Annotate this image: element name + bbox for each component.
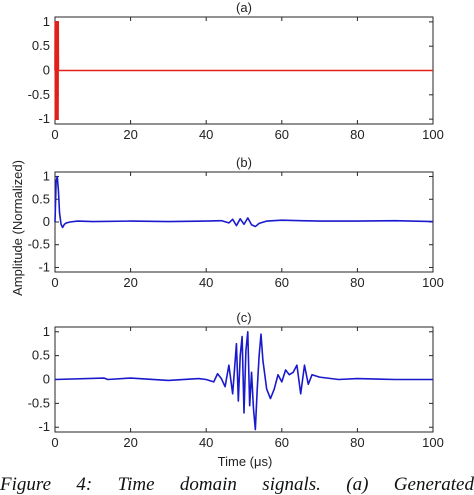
- x-tick-label: 20: [123, 127, 137, 142]
- y-tick-label: 0.5: [32, 348, 50, 363]
- y-tick-label: 0.5: [32, 191, 50, 206]
- x-tick-label: 80: [350, 435, 364, 450]
- y-tick-label: 1: [43, 324, 50, 339]
- x-tick-label: 20: [123, 435, 137, 450]
- y-tick-label: -1: [38, 419, 50, 434]
- y-tick-label: -1: [38, 111, 50, 126]
- x-tick-label: 60: [275, 275, 289, 290]
- x-tick-label: 80: [350, 127, 364, 142]
- y-tick-label: -1: [38, 259, 50, 274]
- y-tick-label: 0.5: [32, 38, 50, 53]
- y-tick-label: -0.5: [28, 395, 50, 410]
- panel-title: (b): [236, 155, 252, 170]
- signal-line: [54, 175, 434, 229]
- x-tick-label: 0: [51, 127, 58, 142]
- figure: Amplitude (Normalized) Time (μs) (a) 0 20 4…: [10, 0, 444, 469]
- y-tick-label: 0: [43, 63, 50, 78]
- x-axis-label: Time (μs): [218, 454, 273, 469]
- panel-title: (c): [236, 310, 251, 325]
- y-axis-label: Amplitude (Normalized): [10, 160, 25, 296]
- x-tick-label: 20: [123, 275, 137, 290]
- x-tick-label: 40: [199, 275, 213, 290]
- x-tick-label: 0: [51, 435, 58, 450]
- y-tick-label: 0: [43, 214, 50, 229]
- y-tick-label: 1: [43, 14, 50, 29]
- x-tick-label: 40: [199, 435, 213, 450]
- signal-line: [54, 330, 433, 431]
- panel-title: (a): [236, 0, 252, 15]
- signal-line: [54, 21, 433, 120]
- x-tick-label: 100: [422, 275, 444, 290]
- y-tick-label: 0: [43, 372, 50, 387]
- figure-caption: Figure 4: Time domain signals. (a) Gener…: [0, 474, 474, 495]
- x-tick-label: 100: [422, 127, 444, 142]
- y-tick-label: -0.5: [28, 237, 50, 252]
- x-tick-label: 100: [422, 435, 444, 450]
- x-tick-label: 60: [275, 435, 289, 450]
- y-tick-label: -0.5: [28, 87, 50, 102]
- x-tick-label: 40: [199, 127, 213, 142]
- x-tick-label: 0: [51, 275, 58, 290]
- x-tick-label: 80: [350, 275, 364, 290]
- y-tick-label: 1: [43, 169, 50, 184]
- x-tick-label: 60: [275, 127, 289, 142]
